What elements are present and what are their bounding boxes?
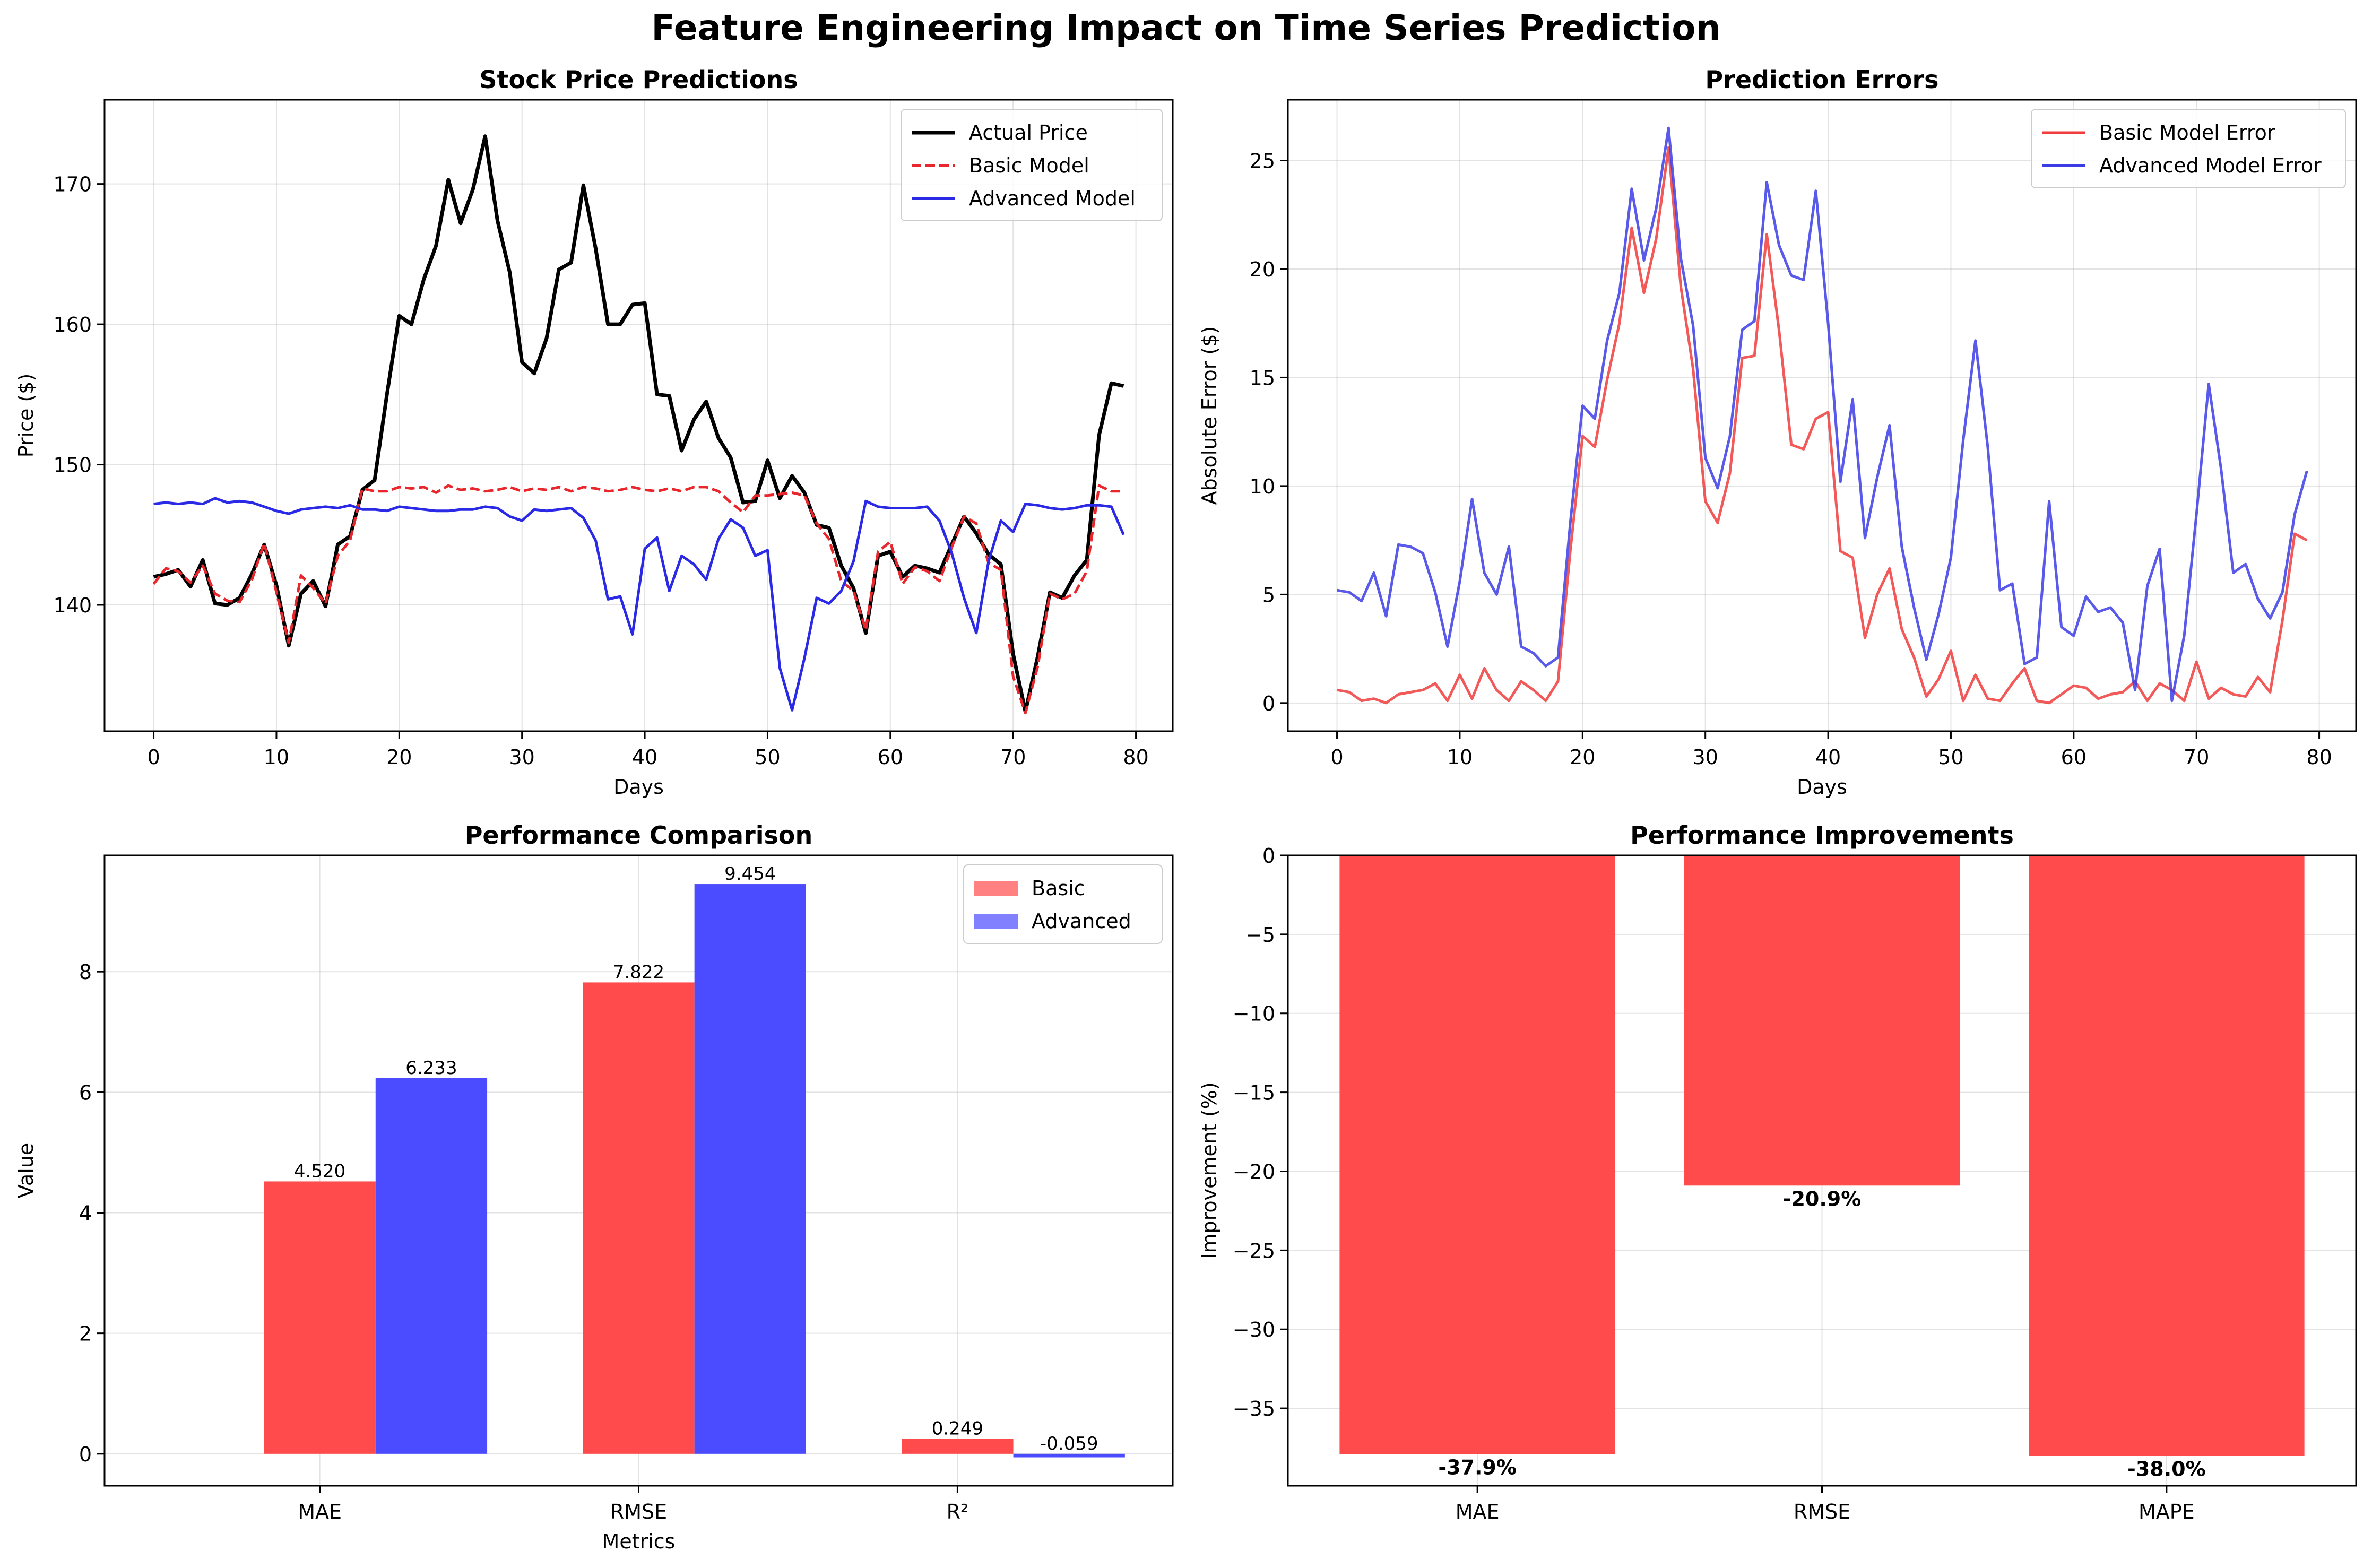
y-axis-label: Absolute Error ($) bbox=[1198, 326, 1221, 505]
x-tick-label: MAPE bbox=[2139, 1500, 2195, 1523]
y-tick-label: 15 bbox=[1250, 366, 1275, 389]
x-axis-label: Days bbox=[613, 775, 664, 799]
bar-value-label: 6.233 bbox=[405, 1058, 457, 1079]
legend-swatch bbox=[974, 914, 1018, 929]
y-tick-label: 25 bbox=[1250, 150, 1275, 173]
y-tick-label: 6 bbox=[79, 1081, 92, 1104]
x-axis-label: Days bbox=[1797, 775, 1847, 799]
y-tick-label: 160 bbox=[53, 313, 92, 336]
panel-title: Stock Price Predictions bbox=[479, 65, 798, 94]
panel-1: 0 10 20 30 40 50 60 70 80 0 5 10 15 20 25 Prediction Er… bbox=[1198, 65, 2357, 799]
x-tick-label: 80 bbox=[2306, 746, 2332, 769]
bar-value-label: 0.249 bbox=[932, 1418, 983, 1440]
y-tick-label: −20 bbox=[1233, 1160, 1275, 1183]
y-axis-label: Improvement (%) bbox=[1198, 1082, 1221, 1259]
legend-label: Advanced Model bbox=[969, 187, 1136, 210]
y-tick-label: −35 bbox=[1233, 1397, 1275, 1420]
bar-basic-1 bbox=[583, 982, 695, 1454]
x-tick-label: 30 bbox=[1693, 746, 1718, 769]
legend-label: Basic Model Error bbox=[2099, 121, 2275, 144]
x-tick-label: 10 bbox=[264, 746, 289, 769]
y-tick-label: 5 bbox=[1262, 583, 1275, 607]
bar-value-label: 7.822 bbox=[613, 961, 664, 983]
legend-label: Basic Model bbox=[969, 154, 1089, 177]
legend-label: Advanced bbox=[1032, 909, 1131, 933]
x-tick-label: 70 bbox=[2184, 746, 2209, 769]
x-tick-label: 10 bbox=[1447, 746, 1473, 769]
y-tick-label: 140 bbox=[53, 594, 92, 617]
bar-advanced-1 bbox=[694, 884, 806, 1454]
x-tick-label: 30 bbox=[509, 746, 535, 769]
x-tick-label: 40 bbox=[1815, 746, 1841, 769]
figure-title: Feature Engineering Impact on Time Serie… bbox=[651, 7, 1721, 48]
y-tick-label: −30 bbox=[1233, 1318, 1275, 1341]
bar-basic-0 bbox=[264, 1181, 376, 1454]
series-line-advanced-model bbox=[153, 497, 1125, 712]
x-tick-label: 50 bbox=[755, 746, 780, 769]
y-tick-label: −10 bbox=[1233, 1002, 1275, 1026]
bar-value-label: -20.9% bbox=[1783, 1187, 1862, 1210]
bar-value-label: -0.059 bbox=[1040, 1433, 1098, 1454]
axes-frame bbox=[1287, 99, 2357, 732]
y-tick-label: −25 bbox=[1233, 1239, 1275, 1262]
y-tick-label: −5 bbox=[1245, 923, 1275, 947]
series-line-advanced-model-error bbox=[1337, 126, 2308, 703]
bar-advanced-2 bbox=[1013, 1453, 1125, 1458]
x-tick-label: 40 bbox=[632, 746, 657, 769]
axes-frame bbox=[103, 99, 1174, 732]
x-axis-label: Metrics bbox=[602, 1530, 676, 1553]
series-line-basic-model bbox=[152, 484, 1124, 715]
panel-3: -37.9% -20.9% -38.0% MAE RMSE MAPE 0 −5 −10 −15 −2… bbox=[1198, 821, 2357, 1523]
legend-label: Actual Price bbox=[969, 121, 1088, 144]
bar-advanced-0 bbox=[375, 1078, 488, 1454]
bar-basic-2 bbox=[902, 1439, 1014, 1454]
bar-improvement-0 bbox=[1339, 855, 1615, 1454]
y-tick-label: 170 bbox=[53, 173, 92, 196]
y-tick-label: 10 bbox=[1250, 475, 1275, 498]
series-line-basic-model-error bbox=[1337, 146, 2308, 705]
y-tick-label: −15 bbox=[1233, 1081, 1275, 1105]
panel-0: 0 10 20 30 40 50 60 70 80 140 150 160 170 Stock Price… bbox=[14, 65, 1174, 799]
legend-box bbox=[901, 109, 1163, 221]
x-tick-label: 60 bbox=[2061, 746, 2087, 769]
bar-improvement-2 bbox=[2029, 855, 2305, 1456]
legend-label: Basic bbox=[1032, 877, 1085, 900]
x-tick-label: R² bbox=[947, 1500, 969, 1523]
bar-value-label: -38.0% bbox=[2127, 1457, 2206, 1480]
x-tick-label: MAE bbox=[1456, 1500, 1500, 1523]
legend-label: Advanced Model Error bbox=[2099, 154, 2322, 177]
bar-value-label: 9.454 bbox=[724, 863, 776, 885]
x-tick-label: 0 bbox=[1330, 746, 1343, 769]
x-tick-label: RMSE bbox=[1794, 1500, 1850, 1523]
x-tick-label: RMSE bbox=[610, 1500, 667, 1523]
y-tick-label: 0 bbox=[1262, 844, 1275, 868]
x-tick-label: 20 bbox=[1570, 746, 1595, 769]
bar-improvement-1 bbox=[1684, 855, 1960, 1186]
panel-title: Performance Comparison bbox=[465, 821, 813, 850]
y-tick-label: 2 bbox=[79, 1322, 92, 1346]
y-tick-label: 4 bbox=[79, 1202, 92, 1225]
x-tick-label: 50 bbox=[1938, 746, 1963, 769]
x-tick-label: 0 bbox=[147, 746, 160, 769]
y-tick-label: 150 bbox=[53, 454, 92, 477]
x-tick-label: 60 bbox=[878, 746, 903, 769]
panel-title: Performance Improvements bbox=[1630, 821, 2014, 850]
y-tick-label: 20 bbox=[1250, 258, 1275, 281]
legend-swatch bbox=[974, 881, 1018, 896]
y-tick-label: 8 bbox=[79, 960, 92, 984]
x-tick-label: 70 bbox=[1000, 746, 1026, 769]
panel-title: Prediction Errors bbox=[1705, 65, 1938, 94]
x-tick-label: 80 bbox=[1123, 746, 1148, 769]
y-tick-label: 0 bbox=[1262, 692, 1275, 715]
panel-2: 4.520 7.822 0.249 6.233 9.454 -0.059 MAE RMSE R²… bbox=[14, 821, 1174, 1553]
x-tick-label: 20 bbox=[386, 746, 412, 769]
bar-value-label: 4.520 bbox=[294, 1160, 345, 1182]
x-tick-label: MAE bbox=[298, 1500, 342, 1523]
bar-value-label: -37.9% bbox=[1438, 1456, 1517, 1479]
legend-box bbox=[2031, 109, 2346, 188]
y-axis-label: Price ($) bbox=[14, 374, 38, 458]
y-axis-label: Value bbox=[14, 1143, 38, 1198]
y-tick-label: 0 bbox=[79, 1443, 92, 1466]
